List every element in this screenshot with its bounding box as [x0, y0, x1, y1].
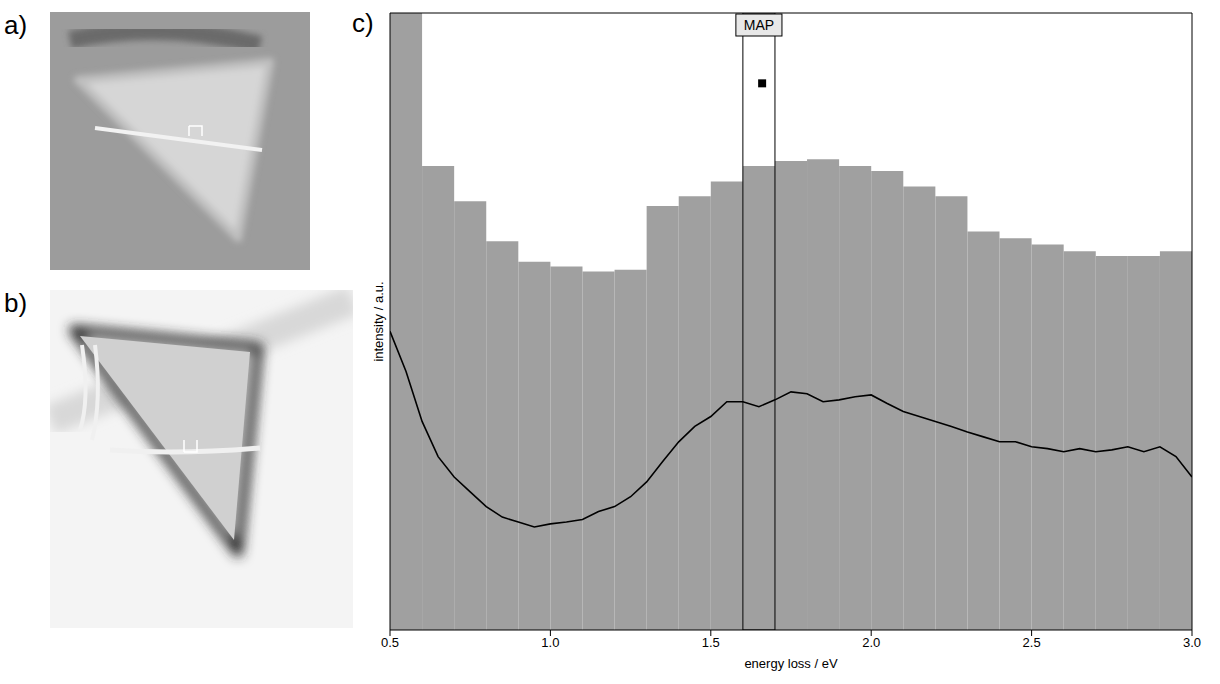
svg-text:1.0: 1.0	[541, 635, 559, 650]
svg-text:2.0: 2.0	[862, 635, 880, 650]
svg-text:MAP: MAP	[744, 17, 774, 33]
svg-text:2.5: 2.5	[1023, 635, 1041, 650]
svg-text:energy loss / eV: energy loss / eV	[744, 656, 838, 671]
svg-text:b): b)	[4, 288, 27, 318]
svg-text:intensity / a.u.: intensity / a.u.	[371, 281, 386, 361]
html-text:c): c)	[352, 8, 374, 38]
svg-text:3.0: 3.0	[1183, 635, 1201, 650]
svg-text:0.5: 0.5	[381, 635, 399, 650]
svg-text:a): a)	[4, 10, 27, 40]
svg-text:1.5: 1.5	[702, 635, 720, 650]
